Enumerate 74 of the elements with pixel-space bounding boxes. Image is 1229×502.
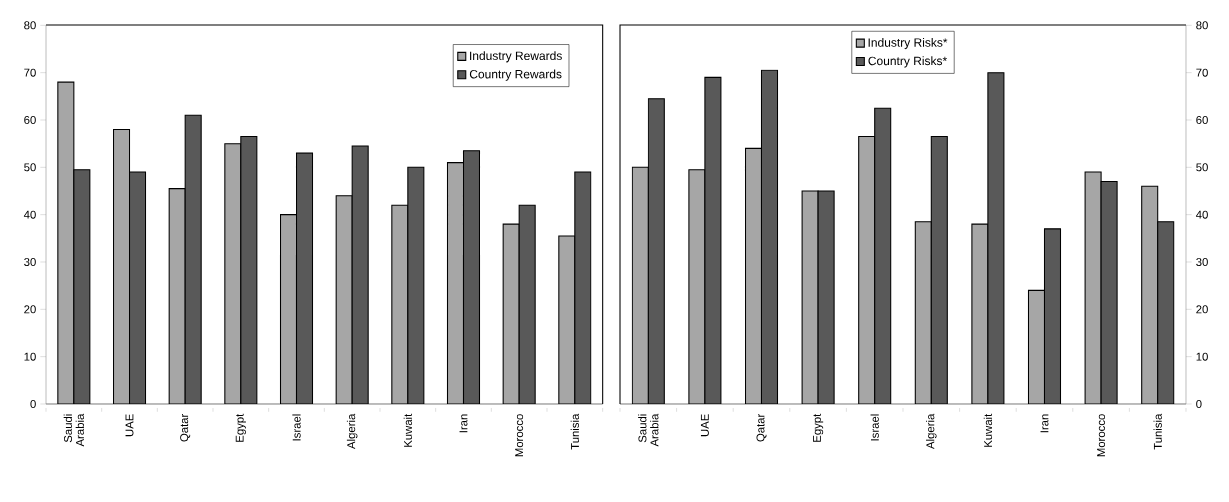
x-tick-label: UAE (125, 414, 134, 437)
x-tick-label: Kuwait (403, 413, 412, 447)
legend-label: Industry Risks* (868, 37, 948, 50)
x-tick-label: Morocco (515, 414, 524, 457)
bar (760, 69, 779, 404)
bar (407, 166, 425, 404)
x-tick-label: Algeria (346, 413, 358, 449)
bar (295, 152, 314, 404)
bar (391, 204, 409, 404)
y-tick-label: 10 (1196, 352, 1208, 361)
y-tick-label: 40 (23, 210, 36, 219)
y-tick-label: 50 (1196, 163, 1208, 172)
y-tick-label: 60 (24, 115, 36, 124)
bar (128, 171, 147, 404)
y-tick-label: 20 (1196, 305, 1208, 314)
x-tick-label: Saudi Arabia (638, 413, 659, 447)
bar (73, 169, 91, 404)
bar (335, 195, 353, 404)
x-tick-label: Egypt (813, 413, 824, 442)
x-tick-label: Saudi Arabia (63, 413, 84, 447)
y-tick-label: 30 (24, 257, 36, 266)
bar (1157, 221, 1175, 404)
x-tick-label: Iran (1040, 414, 1049, 433)
y-tick-label: 50 (24, 163, 36, 172)
x-tick-label: Morocco (1097, 414, 1106, 457)
x-tick-label: Israel (870, 414, 879, 441)
bar (224, 143, 242, 404)
bar (462, 150, 481, 404)
bar (914, 221, 932, 404)
x-tick-label: Egypt (235, 413, 246, 442)
bar (184, 114, 202, 404)
bar (647, 98, 665, 404)
y-tick-label: 60 (1196, 115, 1208, 124)
bar (1043, 228, 1062, 404)
y-tick-label: 20 (24, 305, 36, 314)
bar (858, 136, 876, 404)
y-tick-label: 80 (24, 21, 36, 30)
bar (874, 107, 892, 404)
bar (744, 147, 763, 404)
x-tick-label: UAE (700, 414, 709, 437)
bar (240, 136, 258, 404)
y-tick-label: 80 (1196, 21, 1208, 30)
y-tick-label: 70 (1196, 68, 1208, 77)
x-tick-label: Tunisia (570, 413, 579, 450)
bar (351, 145, 369, 404)
bar (518, 204, 536, 404)
x-tick-label: Kuwait (983, 413, 993, 447)
bar (574, 171, 592, 404)
legend-label: Industry Rewards (470, 51, 562, 63)
x-tick-label: Iran (459, 414, 468, 433)
x-tick-label: Israel (292, 414, 301, 441)
bar (446, 162, 465, 404)
y-tick-label: 30 (1196, 257, 1208, 266)
bar (930, 136, 948, 404)
bar (1141, 185, 1159, 404)
x-tick-label: Qatar (180, 413, 191, 442)
bar (279, 214, 298, 404)
bar (168, 188, 186, 404)
x-tick-label: Algeria (926, 413, 937, 449)
legend-label: Country Rewards (469, 69, 562, 81)
y-tick-label: 40 (1195, 210, 1208, 219)
y-tick-label: 0 (30, 399, 36, 408)
x-tick-label: Qatar (756, 413, 767, 442)
bar (502, 223, 520, 404)
legend-label: Country Risks* (868, 56, 947, 68)
bar (631, 166, 649, 404)
bar (112, 128, 131, 404)
y-tick-label: 70 (24, 68, 36, 77)
y-tick-label: 0 (1196, 399, 1202, 408)
bar (1027, 289, 1046, 404)
y-tick-label: 10 (24, 352, 36, 361)
bar (558, 235, 576, 404)
bar (57, 81, 75, 404)
x-tick-label: Tunisia (1153, 413, 1162, 450)
